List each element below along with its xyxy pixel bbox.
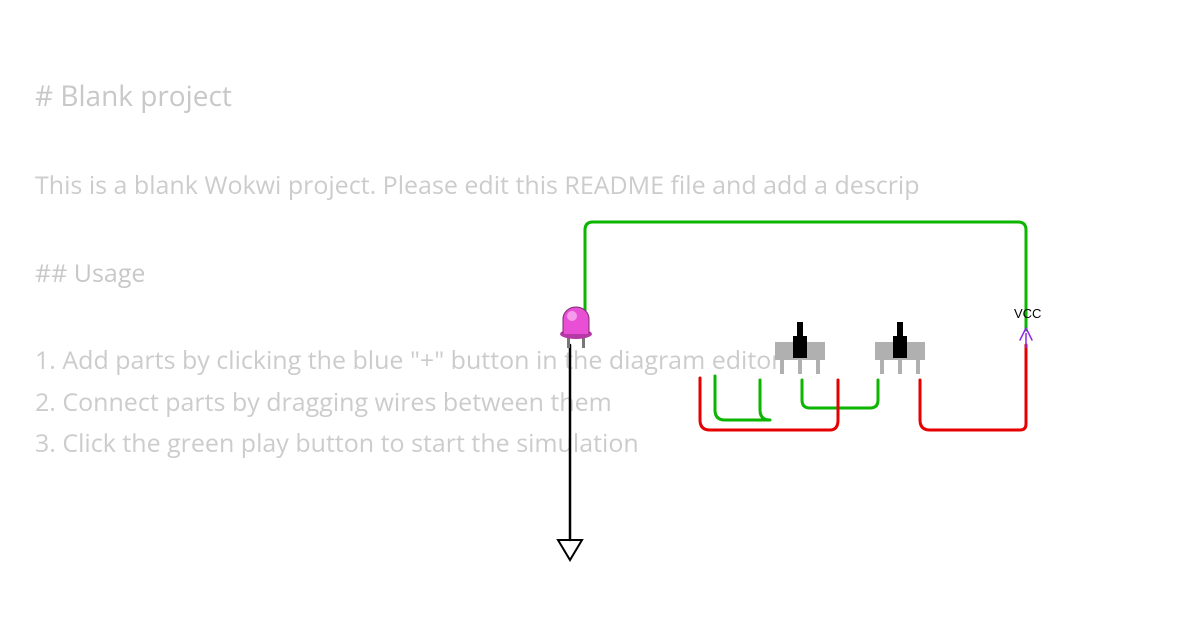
readme-intro: This is a blank Wokwi project. Please ed… [35,167,1200,205]
readme-list-item: 3. Click the green play button to start … [35,425,1200,463]
vcc-label: VCC [1014,306,1041,321]
readme-list-item: 2. Connect parts by dragging wires betwe… [35,384,1200,422]
readme-text-layer: # Blank project This is a blank Wokwi pr… [35,75,1200,467]
readme-heading1: # Blank project [35,75,1200,117]
readme-heading2: ## Usage [35,255,1200,293]
readme-list-item: 1. Add parts by clicking the blue "+" bu… [35,342,1200,380]
